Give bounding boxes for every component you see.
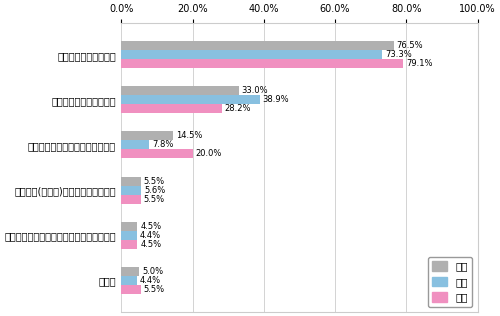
Bar <box>122 195 141 204</box>
Bar <box>122 231 137 240</box>
Text: 4.5%: 4.5% <box>140 222 162 231</box>
Bar <box>122 177 141 185</box>
Text: 38.9%: 38.9% <box>262 95 289 104</box>
Text: 4.4%: 4.4% <box>140 276 161 285</box>
Bar <box>122 149 192 159</box>
Text: 5.0%: 5.0% <box>142 267 163 276</box>
Bar <box>122 131 173 140</box>
Bar <box>122 104 222 113</box>
Text: 7.8%: 7.8% <box>152 141 174 149</box>
Text: 4.4%: 4.4% <box>140 231 161 240</box>
Bar <box>122 140 149 149</box>
Text: 5.5%: 5.5% <box>144 177 165 185</box>
Text: 28.2%: 28.2% <box>224 104 251 113</box>
Text: 76.5%: 76.5% <box>396 41 423 50</box>
Text: 73.3%: 73.3% <box>386 50 412 59</box>
Bar <box>122 285 141 294</box>
Legend: 全体, 男性, 女性: 全体, 男性, 女性 <box>428 257 472 307</box>
Text: 4.5%: 4.5% <box>140 240 162 249</box>
Bar <box>122 267 139 276</box>
Bar <box>122 50 382 59</box>
Text: 14.5%: 14.5% <box>176 131 202 140</box>
Bar <box>122 41 394 50</box>
Text: 33.0%: 33.0% <box>242 86 268 95</box>
Bar <box>122 86 239 95</box>
Bar <box>122 222 138 231</box>
Bar <box>122 95 260 104</box>
Bar <box>122 185 142 195</box>
Bar <box>122 276 137 285</box>
Text: 5.5%: 5.5% <box>144 195 165 204</box>
Text: 20.0%: 20.0% <box>196 149 222 159</box>
Text: 79.1%: 79.1% <box>406 59 432 68</box>
Bar <box>122 240 138 249</box>
Text: 5.6%: 5.6% <box>144 185 166 195</box>
Bar <box>122 59 403 68</box>
Text: 5.5%: 5.5% <box>144 285 165 294</box>
